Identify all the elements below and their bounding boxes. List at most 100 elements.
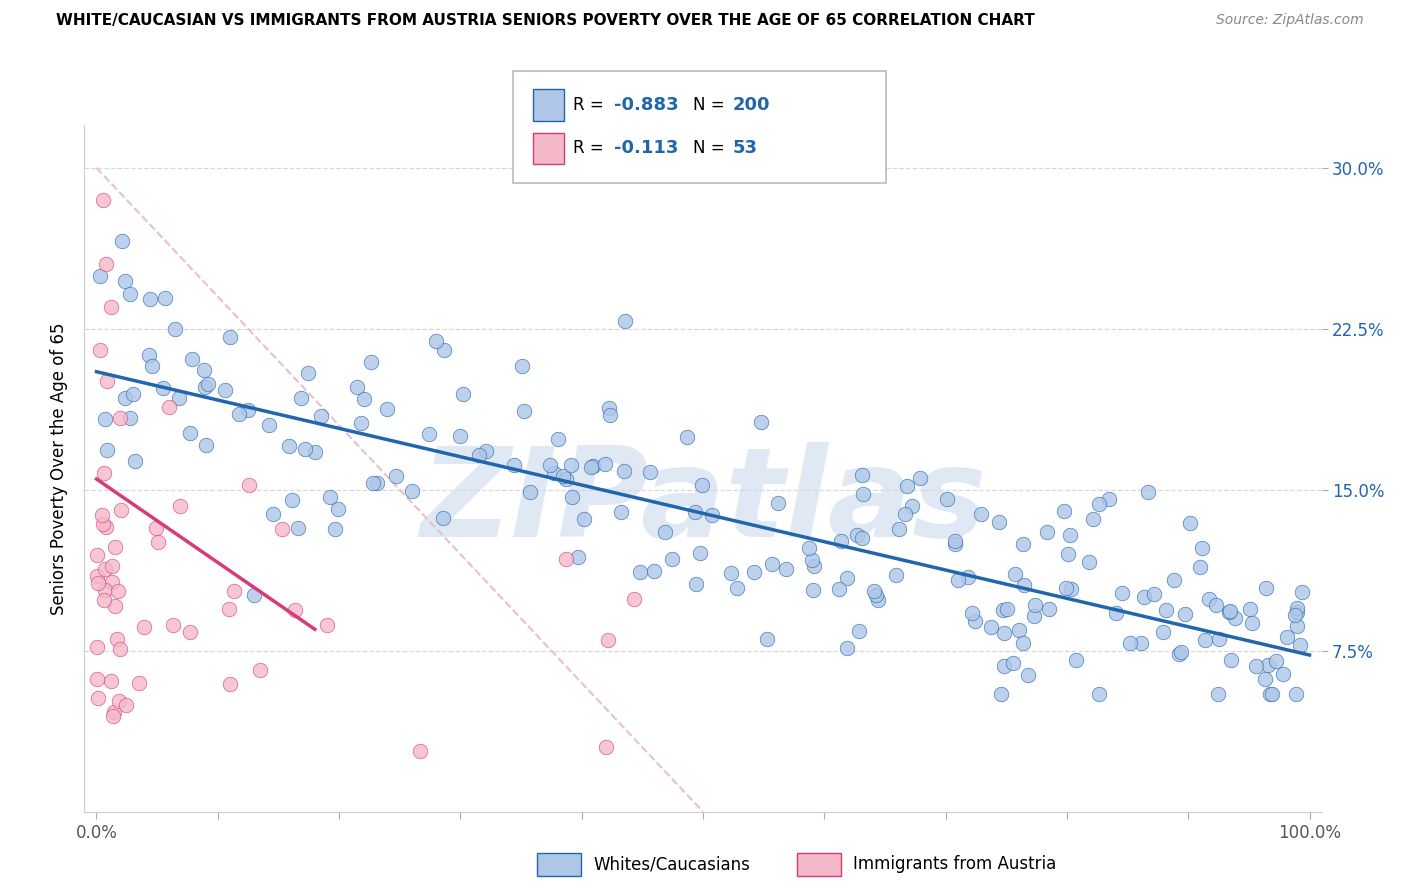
Point xyxy=(582,458,605,473)
Point xyxy=(553,469,575,483)
Point xyxy=(86,569,108,583)
Point xyxy=(243,588,266,602)
Point xyxy=(114,392,136,406)
Point xyxy=(1064,652,1087,666)
Point xyxy=(797,541,820,556)
Point xyxy=(385,469,408,483)
Y-axis label: Seniors Poverty Over the Age of 65: Seniors Poverty Over the Age of 65 xyxy=(49,322,67,615)
Point xyxy=(1180,516,1202,531)
Point xyxy=(145,520,167,534)
Point xyxy=(852,487,875,501)
Point xyxy=(141,359,163,374)
Point xyxy=(297,366,319,380)
Point xyxy=(970,507,993,521)
Text: N =: N = xyxy=(693,139,730,157)
Point xyxy=(555,472,578,486)
Point xyxy=(596,632,619,647)
Point xyxy=(538,458,561,473)
Bar xyxy=(537,853,581,876)
Point xyxy=(350,417,373,431)
Point xyxy=(988,515,1011,529)
Point xyxy=(766,495,789,509)
Point xyxy=(193,363,215,377)
Point xyxy=(100,674,122,689)
Point xyxy=(980,620,1002,634)
Point xyxy=(432,510,454,524)
Point xyxy=(316,618,339,632)
Text: 200: 200 xyxy=(733,96,770,114)
Point xyxy=(1208,632,1230,646)
Point xyxy=(742,565,765,579)
Point xyxy=(238,478,260,492)
Point xyxy=(896,479,918,493)
Point xyxy=(956,570,979,584)
Point xyxy=(1154,603,1177,617)
Point xyxy=(543,466,565,480)
Point xyxy=(555,551,578,566)
Point xyxy=(91,516,114,531)
Point xyxy=(1022,609,1045,624)
Point xyxy=(179,625,201,640)
Point xyxy=(1152,624,1174,639)
Point xyxy=(1218,605,1240,619)
Text: Whites/Caucasians: Whites/Caucasians xyxy=(593,855,751,873)
Point xyxy=(179,426,201,441)
Point xyxy=(218,330,240,344)
Point xyxy=(1254,673,1277,687)
Point xyxy=(138,348,160,362)
Point xyxy=(218,601,240,615)
Point xyxy=(304,445,326,459)
Point xyxy=(1219,604,1241,618)
Point xyxy=(1277,630,1299,644)
Point xyxy=(249,663,271,677)
Point xyxy=(152,381,174,395)
Text: 53: 53 xyxy=(733,139,758,157)
Point xyxy=(153,291,176,305)
Point xyxy=(87,575,110,590)
Point xyxy=(1271,667,1294,681)
Point xyxy=(94,582,117,597)
Point xyxy=(118,287,141,301)
Point xyxy=(162,617,184,632)
Text: Immigrants from Austria: Immigrants from Austria xyxy=(853,855,1057,873)
Point xyxy=(1098,492,1121,507)
Point xyxy=(1239,602,1261,616)
Point xyxy=(94,562,117,576)
Point xyxy=(259,417,281,432)
Point xyxy=(702,508,724,523)
Point xyxy=(945,536,967,550)
Point xyxy=(366,475,388,490)
Point xyxy=(262,507,284,521)
Point xyxy=(96,443,118,458)
Point xyxy=(512,403,534,417)
Point xyxy=(690,477,713,491)
Point xyxy=(610,505,633,519)
Point xyxy=(579,460,602,475)
Point xyxy=(433,343,456,358)
Point xyxy=(284,603,307,617)
Point xyxy=(475,444,498,458)
Point xyxy=(1111,586,1133,600)
Point xyxy=(661,552,683,566)
Point xyxy=(775,561,797,575)
Point xyxy=(1205,598,1227,612)
Point xyxy=(643,564,665,578)
Point xyxy=(91,193,114,207)
Point xyxy=(863,583,886,598)
Point xyxy=(572,512,595,526)
Point xyxy=(157,400,180,414)
Point xyxy=(1004,566,1026,581)
Point xyxy=(401,483,423,498)
Point xyxy=(993,603,1015,617)
Point xyxy=(96,374,118,388)
Point xyxy=(1143,587,1166,601)
Point xyxy=(1017,668,1039,682)
Point xyxy=(1223,611,1246,625)
Point xyxy=(108,410,131,425)
Point xyxy=(86,640,108,654)
Point xyxy=(375,402,398,417)
Point xyxy=(851,531,873,545)
Point xyxy=(502,458,524,472)
Point xyxy=(118,411,141,425)
Point xyxy=(1241,616,1264,631)
